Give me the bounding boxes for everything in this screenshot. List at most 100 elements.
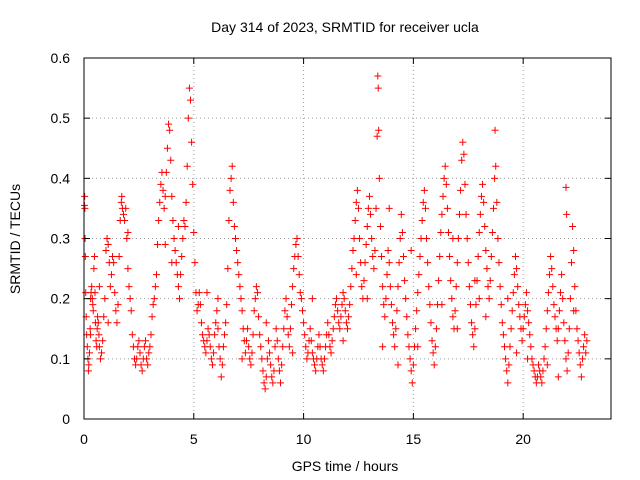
data-point [475,295,483,303]
data-point [171,247,179,255]
x-tick-label: 5 [190,431,198,447]
data-point [418,216,426,224]
data-point [333,295,341,303]
data-point [197,319,205,327]
data-point [356,235,364,242]
data-point [497,301,505,309]
data-point [425,283,433,291]
data-point [111,289,119,297]
data-point [514,283,522,291]
data-point [349,247,357,255]
data-point [330,313,338,321]
data-point [550,301,558,309]
data-point [110,259,118,267]
data-point [386,283,394,291]
data-point [573,325,581,333]
data-point [113,319,121,327]
data-point [445,228,453,236]
data-point [253,289,261,297]
data-point [525,319,533,327]
data-point [344,325,351,333]
data-point [155,216,163,224]
data-point [202,349,210,357]
data-point [292,241,300,249]
data-point [488,228,496,236]
data-point [190,228,198,236]
data-point [369,253,377,261]
data-point [503,367,511,375]
data-point [203,337,211,345]
data-point [358,283,366,291]
data-point [409,361,417,369]
data-point [338,301,346,309]
data-point [221,331,229,339]
data-point [563,367,571,375]
data-point [491,126,499,134]
data-point [428,337,436,345]
data-point [162,168,170,176]
data-point [150,295,158,303]
data-point [214,325,222,333]
data-point [145,349,153,357]
data-point [459,138,467,146]
data-point [575,349,583,357]
data-point [576,361,584,369]
y-axis-label: SRMTID / TECUs [7,184,23,294]
data-point [562,355,570,363]
data-point [117,198,125,206]
data-point [281,307,289,315]
data-point [238,355,246,363]
data-point [182,198,190,206]
x-axis-label: GPS time / hours [292,458,399,474]
data-point [543,307,551,315]
data-point [472,301,480,309]
data-point [375,174,383,182]
data-point [241,349,249,357]
data-point [257,343,265,351]
data-point [267,361,275,369]
data-point [482,247,490,255]
data-point [223,301,231,309]
data-point [272,325,280,333]
data-point [252,283,260,291]
data-point [403,313,411,321]
data-point [307,337,315,345]
data-point [141,337,149,345]
data-point [81,192,89,200]
data-point [227,174,235,182]
data-point [553,337,561,345]
data-point [214,295,222,303]
data-point [376,222,384,230]
data-point [470,343,478,351]
data-point [83,343,91,351]
data-point [463,235,471,242]
data-point [176,295,184,303]
data-point [251,295,259,303]
data-point [394,283,402,291]
data-point [269,379,277,387]
data-point [578,355,586,363]
data-point [94,313,102,321]
data-point [469,331,477,339]
data-point [102,247,110,255]
data-point [101,295,109,303]
data-point [151,283,159,291]
data-point [282,295,290,303]
data-point [385,259,393,267]
data-point [564,349,572,357]
data-point [135,337,143,345]
data-point [389,319,397,327]
data-point [413,307,421,315]
data-point [262,319,270,327]
data-point [407,247,415,255]
data-point [114,301,122,309]
data-point [195,289,203,297]
data-point [327,349,335,357]
data-point [89,301,97,309]
data-point [339,289,347,297]
data-point [471,325,479,333]
data-point [324,319,332,327]
data-point [541,343,549,351]
data-point [289,349,297,357]
data-point [147,331,155,339]
